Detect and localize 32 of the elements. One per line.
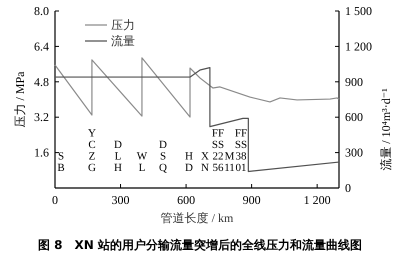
annotation: D S Q [159,139,167,174]
y2-tick-label: 1 500 [345,4,372,18]
y-tick-label: 3.2 [34,110,49,124]
x-tick-label: 900 [242,193,261,207]
x-axis-title: 管道长度 / km [160,211,234,225]
x-tick-label: 0 [52,193,58,207]
y2-tick-label: 600 [345,110,363,124]
y2-tick-label: 300 [345,146,363,160]
annotation: H D [185,150,193,174]
caption: 图 8 XN 站的用户分输流量突增后的全线压力和流量曲线图 [38,238,362,252]
legend-label: 流量 [111,34,135,48]
y-tick-label: 8.0 [34,4,49,18]
y-tick-label: 1.6 [34,146,49,160]
annotation: Y C Z G [88,128,96,174]
annotation: M 11 [224,150,235,174]
annotation: D L H [114,139,122,174]
annotation: W L [136,150,148,174]
annotation: X N [201,150,209,174]
y-tick-label: 6.4 [34,39,49,54]
annotation: FF SS 22 56 [212,128,224,174]
x-tick-label: 1 200 [304,193,331,207]
y2-axis-title: 流量 / 10⁴m³·d⁻¹ [379,88,393,171]
x-tick-label: 600 [177,193,196,207]
legend-label: 压力 [111,18,135,32]
x-tick-label: 300 [112,193,130,207]
y2-tick-label: 900 [345,74,363,89]
y2-tick-label: 1 200 [345,39,372,54]
y2-tick-label: 0 [345,181,351,195]
annotation: FF SS 38 01 [234,128,248,174]
y-axis-title: 压力 / MPa [13,70,27,128]
y-tick-label: 4.8 [34,74,49,89]
annotation: S B [57,150,65,174]
